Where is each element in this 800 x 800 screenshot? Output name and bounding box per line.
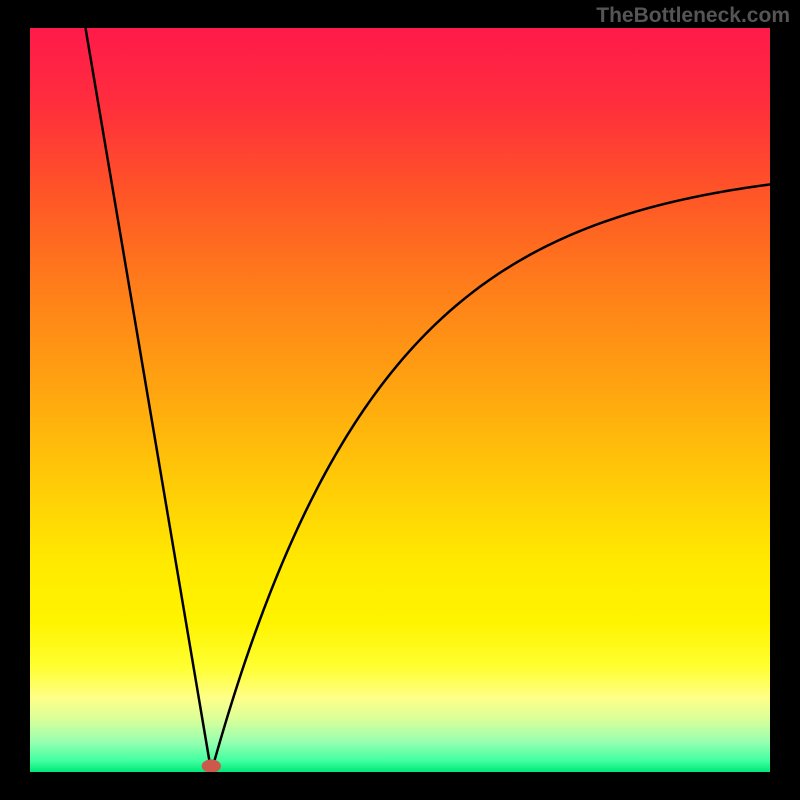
watermark-text: TheBottleneck.com [596, 4, 790, 28]
plot-area [30, 28, 770, 772]
minimum-marker [202, 759, 221, 772]
bottleneck-curve [30, 28, 770, 772]
